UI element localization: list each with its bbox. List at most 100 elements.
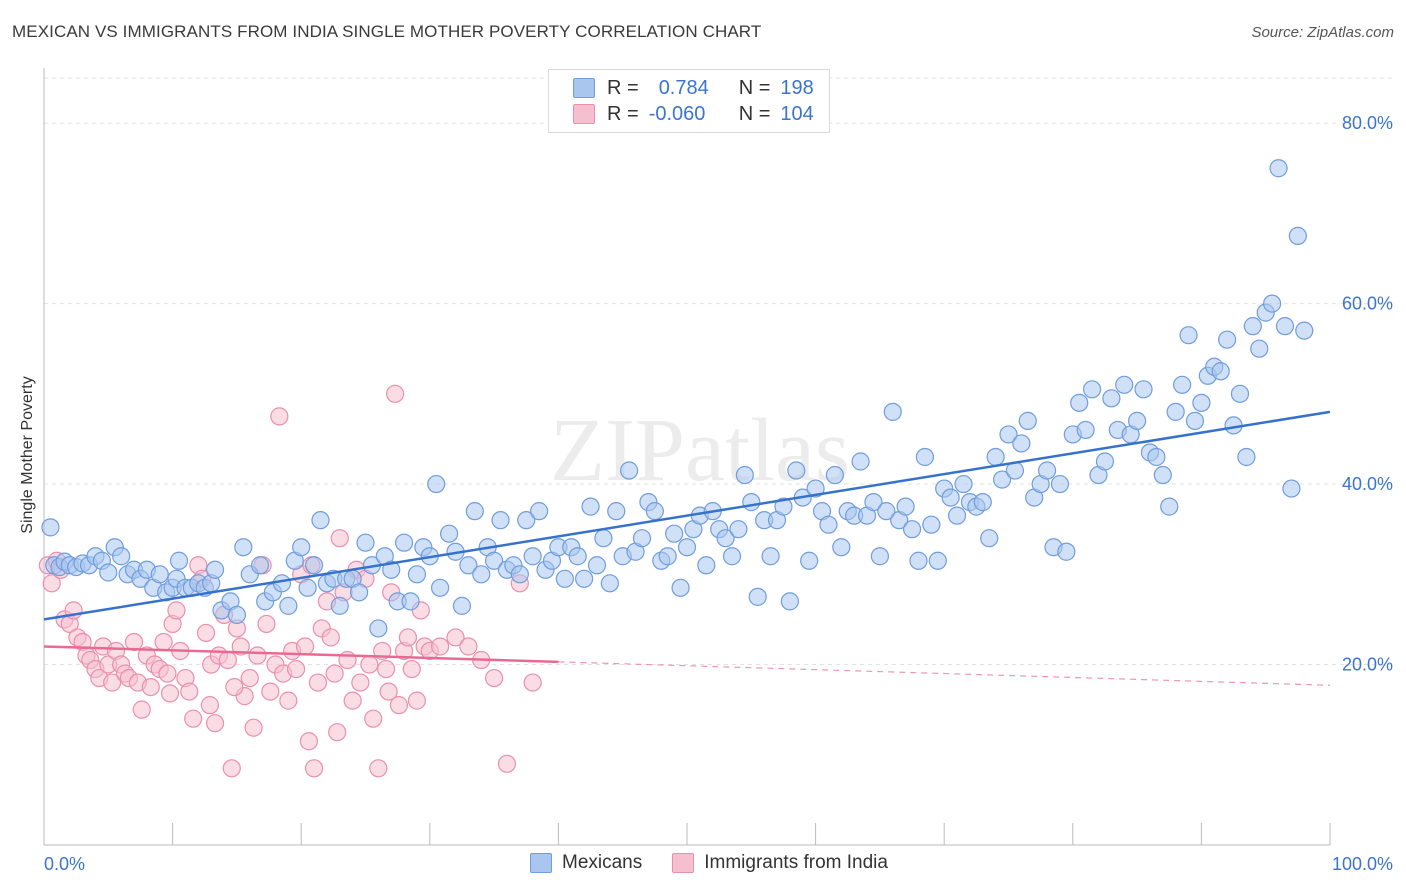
india-point	[270, 407, 289, 426]
legend-n-label: N =	[738, 76, 771, 99]
mexican-point	[594, 529, 613, 548]
mexican-point	[1082, 380, 1102, 399]
mexican-point	[1243, 317, 1262, 336]
mexican-point	[1211, 362, 1230, 381]
legend-r-value: -0.060	[648, 102, 706, 125]
india-point	[225, 677, 244, 697]
mexican-point	[620, 461, 639, 480]
mexican-point	[1166, 402, 1185, 421]
mexican-point	[677, 538, 697, 557]
mexican-point	[575, 569, 594, 588]
legend-label-mexicans: Mexicans	[562, 852, 643, 873]
india-point	[299, 732, 319, 751]
mexican-point	[1070, 393, 1089, 412]
mexican-point	[632, 529, 652, 548]
legend-n-label: N =	[738, 102, 771, 125]
india-point	[261, 682, 280, 701]
india-point	[244, 718, 263, 737]
legend-swatch-pink	[573, 104, 595, 124]
india-point	[389, 696, 409, 715]
mexican-point	[401, 592, 420, 611]
mexican-point	[832, 538, 851, 557]
india-point	[407, 691, 427, 710]
mexican-point	[1037, 461, 1057, 480]
mexican-point	[272, 574, 292, 593]
india-trend-line	[43, 645, 559, 664]
mexican-point	[250, 556, 270, 575]
legend-r-label: R =	[607, 102, 639, 125]
india-point	[385, 384, 405, 403]
mexican-point	[902, 520, 922, 539]
mexican-point	[298, 578, 317, 597]
mexican-point	[825, 465, 844, 485]
india-point	[257, 614, 276, 634]
india-point	[343, 691, 362, 710]
india-point	[180, 682, 199, 701]
india-point	[459, 637, 478, 656]
chart-title: MEXICAN VS IMMIGRANTS FROM INDIA SINGLE …	[12, 22, 762, 41]
mexican-point	[1185, 411, 1205, 430]
x-tick-label: 100.0%	[1332, 854, 1393, 874]
legend-swatch-blue	[573, 78, 595, 98]
mexican-point	[1134, 380, 1153, 399]
mexican-point	[1018, 411, 1037, 430]
mexican-point	[986, 447, 1005, 467]
stats-legend: R = 0.784 N = 198 R = -0.060 N = 104	[548, 69, 830, 133]
legend-swatch-mexicans	[530, 853, 552, 873]
mexican-point	[349, 583, 369, 602]
mexican-point	[947, 506, 967, 525]
india-point	[124, 632, 144, 652]
mexican-point	[697, 556, 716, 575]
india-point	[218, 650, 237, 670]
mexican-point	[356, 533, 375, 552]
india-point	[330, 529, 349, 548]
mexican-point	[1076, 420, 1095, 440]
india-point	[338, 650, 357, 670]
mexican-points	[41, 159, 1314, 638]
mexican-point	[761, 547, 780, 566]
mexican-point	[787, 461, 806, 480]
y-axis-label: Single Mother Poverty	[19, 376, 36, 533]
mexican-point	[1237, 447, 1256, 467]
india-point	[103, 673, 122, 692]
mexican-point	[980, 529, 999, 548]
mexican-point	[742, 493, 761, 512]
mexican-point	[1095, 452, 1115, 471]
mexican-point	[472, 565, 491, 584]
mexican-point	[491, 511, 510, 530]
mexican-point	[1263, 294, 1282, 313]
mexican-point	[800, 551, 819, 570]
india-point	[248, 646, 267, 665]
india-points	[38, 384, 542, 778]
mexican-point	[922, 515, 941, 534]
india-point	[222, 759, 241, 778]
india-point	[160, 684, 180, 703]
mexican-point	[279, 596, 298, 615]
mexican-point	[1295, 321, 1314, 340]
series-legend: Mexicans Immigrants from India	[530, 852, 888, 874]
mexican-point	[150, 565, 169, 584]
mexican-point	[1057, 542, 1076, 561]
mexican-point	[1250, 339, 1269, 358]
mexican-point	[671, 578, 690, 597]
mexican-point	[459, 556, 478, 575]
mexican-point	[427, 474, 446, 494]
mexican-point	[973, 493, 992, 512]
mexican-point	[234, 538, 253, 557]
mexican-point	[607, 502, 626, 521]
mexican-point	[369, 619, 388, 638]
mexican-point	[748, 587, 767, 606]
legend-n-value: 104	[780, 102, 814, 125]
mexican-point	[517, 511, 536, 530]
india-point	[325, 664, 344, 683]
mexican-point	[716, 529, 735, 548]
mexican-point	[665, 524, 684, 543]
mexican-point	[1012, 434, 1031, 453]
india-point	[308, 673, 328, 692]
mexican-point	[205, 560, 225, 579]
india-point	[286, 659, 306, 679]
india-point	[167, 601, 186, 620]
india-point	[446, 628, 465, 647]
mexican-point	[1147, 447, 1166, 467]
